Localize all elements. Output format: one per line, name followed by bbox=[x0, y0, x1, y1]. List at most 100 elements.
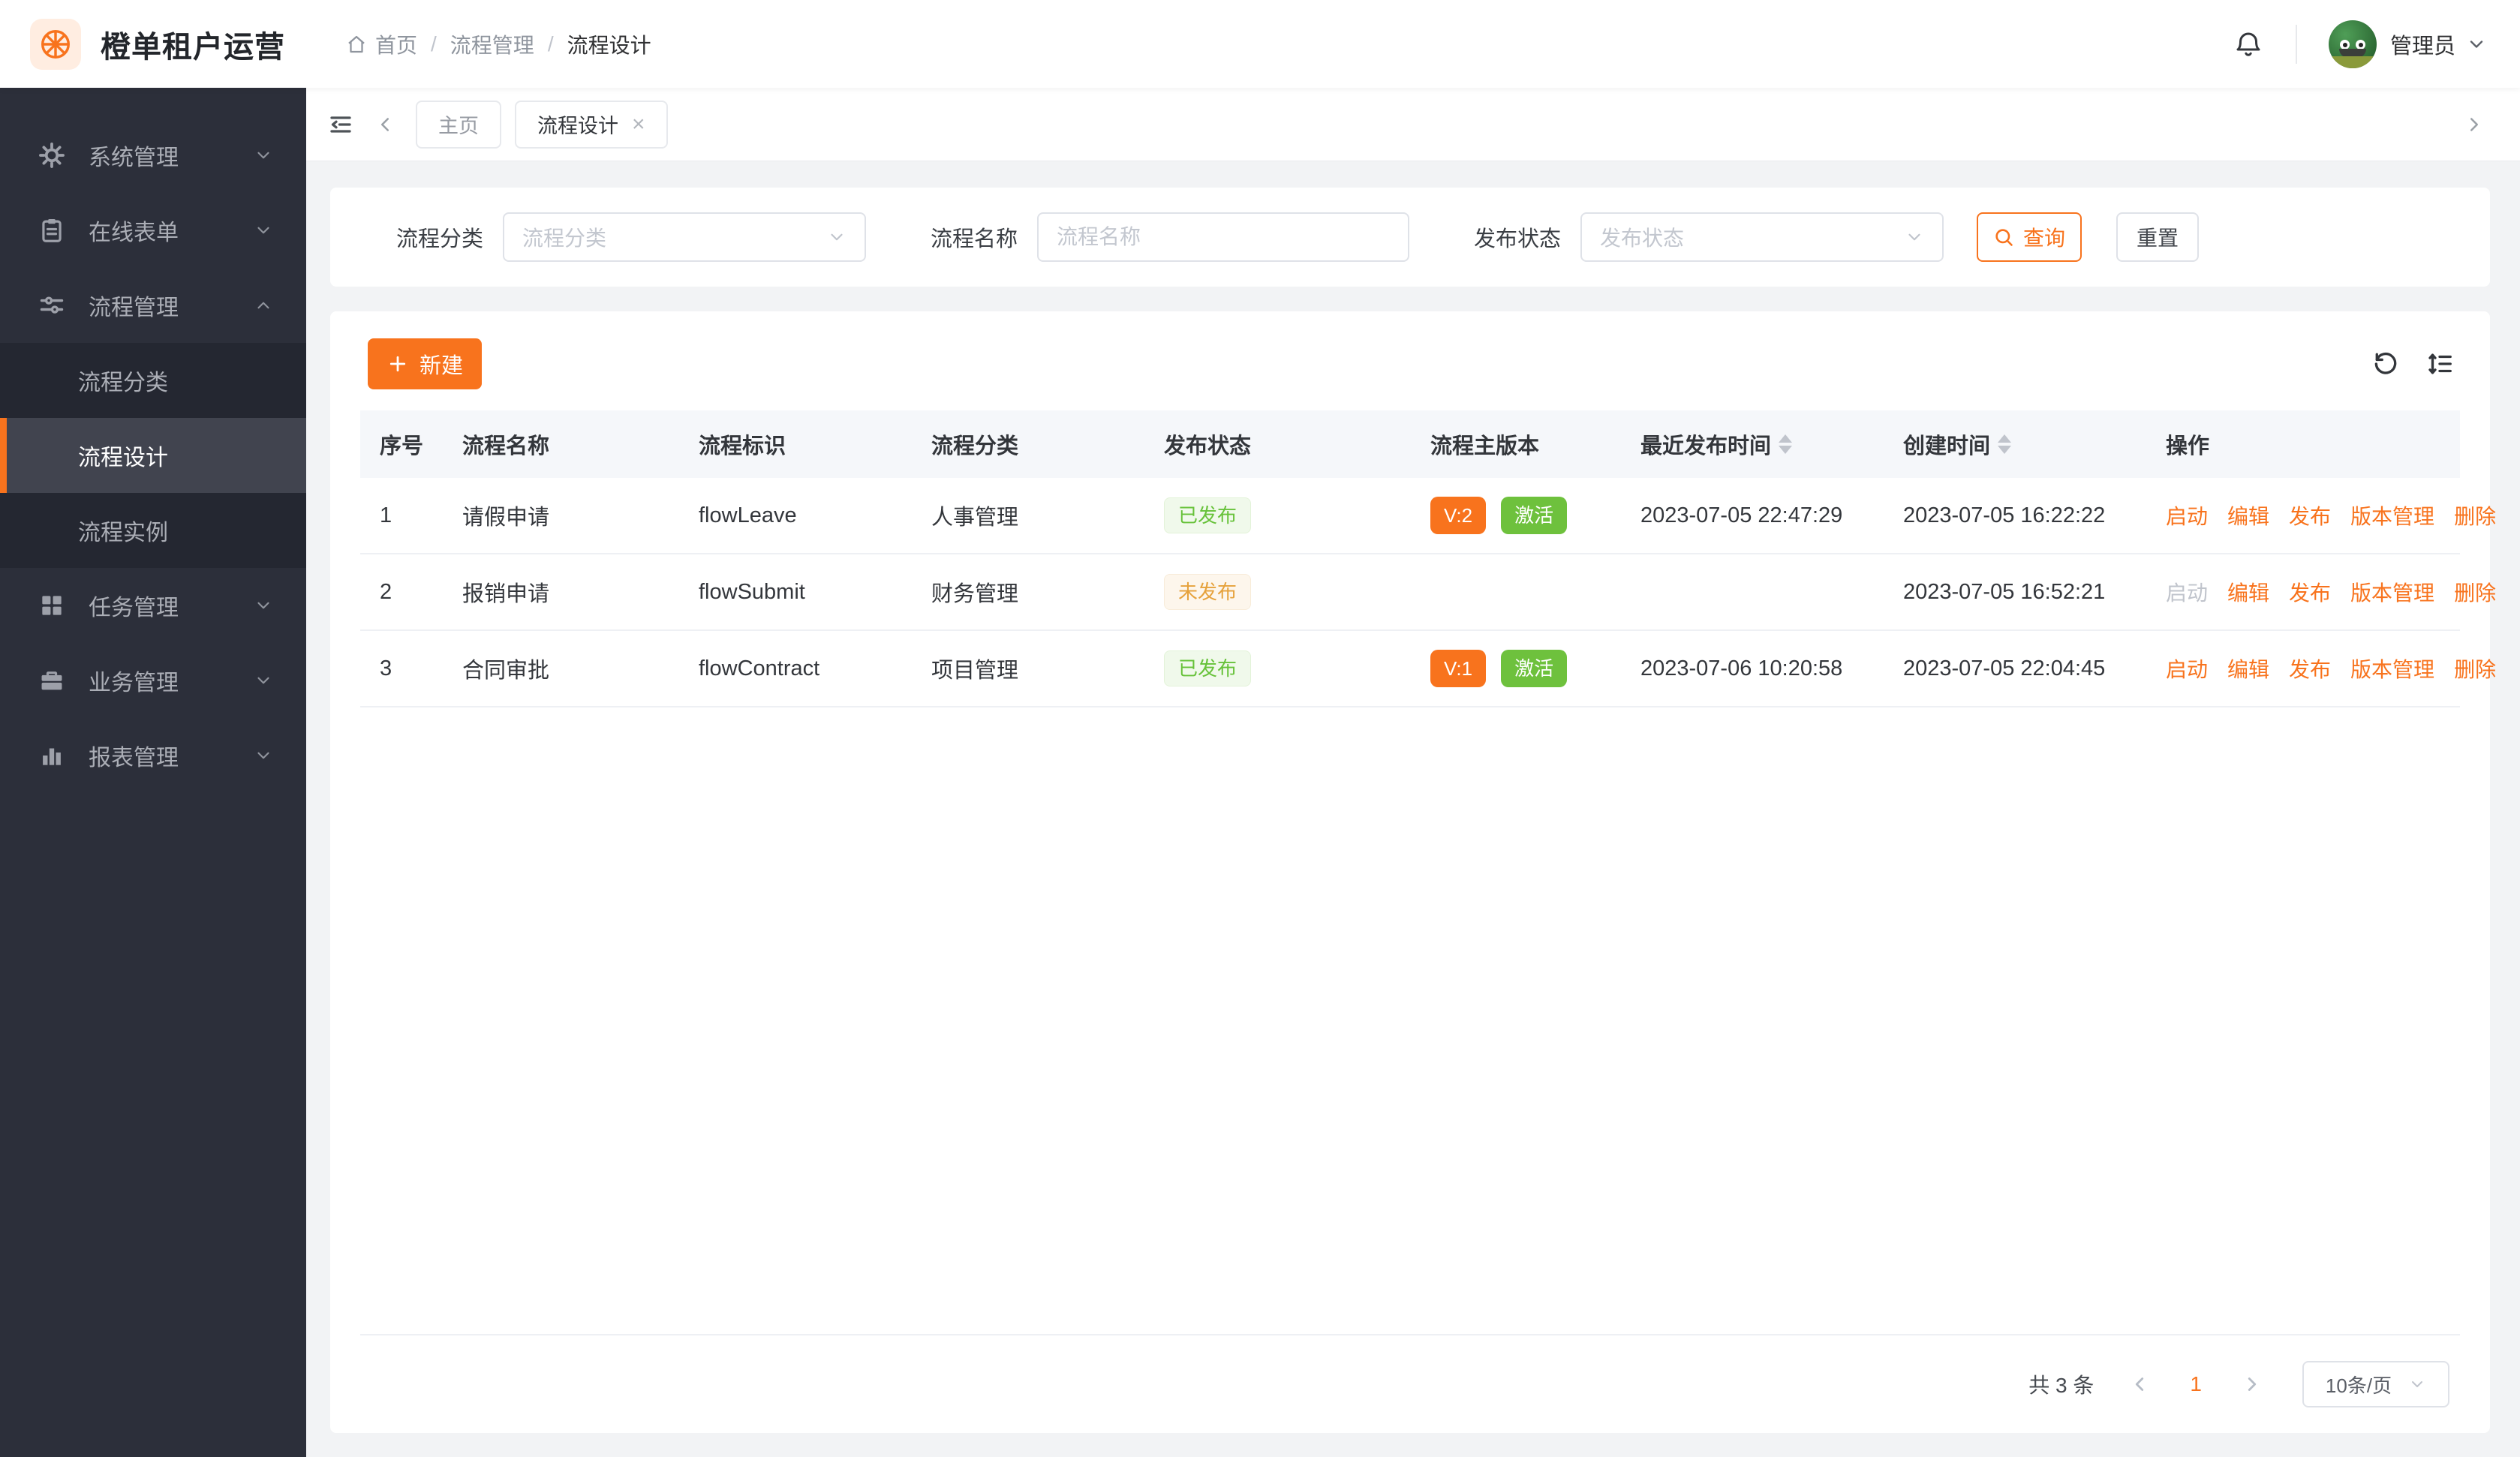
action-4[interactable]: 删除 bbox=[2454, 581, 2497, 605]
filter-category-placeholder: 流程分类 bbox=[522, 227, 607, 250]
sidebar-item-1[interactable]: 在线表单 bbox=[0, 193, 306, 268]
publish-status-badge: 已发布 bbox=[1164, 650, 1252, 686]
cell-publish-status: 已发布 bbox=[1144, 497, 1411, 533]
collapse-menu-icon[interactable] bbox=[327, 111, 354, 138]
chevron-down-icon bbox=[2408, 1375, 2426, 1393]
sidebar-item-2[interactable]: 流程管理 bbox=[0, 268, 306, 343]
chevron-down-icon bbox=[254, 746, 273, 765]
cell-key: flowLeave bbox=[699, 503, 797, 527]
user-name[interactable]: 管理员 bbox=[2389, 34, 2455, 59]
action-2[interactable]: 发布 bbox=[2289, 658, 2332, 681]
briefcase-icon bbox=[38, 666, 66, 695]
refresh-icon[interactable] bbox=[2371, 350, 2400, 378]
page-size-value: 10条/页 bbox=[2325, 1374, 2392, 1397]
chevron-down-icon bbox=[254, 671, 273, 690]
chart-icon bbox=[38, 741, 66, 770]
sort-caret-icon[interactable] bbox=[1998, 434, 2012, 454]
breadcrumb-item[interactable]: 首页 bbox=[345, 29, 417, 59]
breadcrumb-item[interactable]: 流程管理 bbox=[450, 33, 534, 57]
chevron-down-icon bbox=[1905, 227, 1924, 247]
action-0[interactable]: 启动 bbox=[2166, 581, 2209, 605]
home-icon bbox=[345, 33, 368, 56]
action-3[interactable]: 版本管理 bbox=[2350, 658, 2435, 681]
cell-category: 项目管理 bbox=[931, 659, 1019, 683]
filter-category-select[interactable]: 流程分类 bbox=[503, 212, 867, 262]
create-button-label: 新建 bbox=[419, 354, 463, 378]
column-header: 流程名称 bbox=[462, 434, 550, 458]
top-header: 橙单租户运营 首页 / 流程管理 / 流程设计 管理员 bbox=[0, 0, 2520, 88]
action-2[interactable]: 发布 bbox=[2289, 505, 2332, 528]
tabs-scroll-right-icon[interactable] bbox=[2463, 113, 2485, 136]
action-1[interactable]: 编辑 bbox=[2227, 581, 2270, 605]
cell-name: 请假申请 bbox=[462, 506, 550, 530]
table-row: 3 合同审批 flowContract 项目管理 已发布 V:1 激活 2023-… bbox=[360, 631, 2496, 707]
app-logo bbox=[30, 18, 81, 70]
sidebar-subitem-0[interactable]: 流程分类 bbox=[78, 371, 168, 395]
tab-bar: 主页 流程设计 × bbox=[306, 88, 2520, 161]
action-3[interactable]: 版本管理 bbox=[2350, 505, 2435, 528]
row-density-icon[interactable] bbox=[2425, 350, 2454, 378]
sidebar-item-0[interactable]: 系统管理 bbox=[0, 118, 306, 193]
sort-caret-icon[interactable] bbox=[1779, 434, 1793, 454]
action-2[interactable]: 发布 bbox=[2289, 581, 2332, 605]
cell-key: flowSubmit bbox=[699, 579, 805, 604]
action-4[interactable]: 删除 bbox=[2454, 658, 2497, 681]
table-tools bbox=[2371, 350, 2454, 378]
column-header[interactable]: 最近发布时间 bbox=[1621, 428, 1884, 460]
action-0[interactable]: 启动 bbox=[2166, 505, 2209, 528]
plus-icon bbox=[386, 353, 409, 375]
page-number[interactable]: 1 bbox=[2190, 1372, 2202, 1395]
form-icon bbox=[38, 216, 66, 245]
version-badge: V:2 bbox=[1430, 497, 1487, 534]
tab-0[interactable]: 主页 bbox=[416, 100, 501, 149]
action-3[interactable]: 版本管理 bbox=[2350, 581, 2435, 605]
action-0[interactable]: 启动 bbox=[2166, 658, 2209, 681]
page-prev-icon[interactable] bbox=[2128, 1373, 2151, 1395]
cell-actions: 启动 编辑 发布 版本管理 删除 bbox=[2146, 653, 2496, 683]
sidebar-item-4[interactable]: 业务管理 bbox=[0, 643, 306, 718]
table-row: 1 请假申请 flowLeave 人事管理 已发布 V:2 激活 2023-07-… bbox=[360, 478, 2496, 554]
column-header[interactable]: 创建时间 bbox=[1884, 428, 2146, 460]
sidebar-subitem-2[interactable]: 流程实例 bbox=[78, 521, 168, 545]
search-icon bbox=[1993, 227, 2014, 248]
topbar-right: 管理员 bbox=[2233, 20, 2487, 68]
tabs-scroll-left-icon[interactable] bbox=[374, 113, 396, 136]
pagination: 共 3 条 1 10条/页 bbox=[360, 1335, 2460, 1433]
cell-index: 1 bbox=[380, 503, 392, 527]
page-next-icon[interactable] bbox=[2241, 1373, 2263, 1395]
chevron-down-icon[interactable] bbox=[2466, 34, 2487, 55]
bell-icon[interactable] bbox=[2233, 29, 2264, 60]
cell-name: 报销申请 bbox=[462, 582, 550, 606]
action-1[interactable]: 编辑 bbox=[2227, 658, 2270, 681]
filter-name-label: 流程名称 bbox=[931, 227, 1018, 251]
active-badge: 激活 bbox=[1501, 650, 1568, 687]
sidebar-item-3[interactable]: 任务管理 bbox=[0, 568, 306, 643]
column-header: 流程主版本 bbox=[1430, 434, 1540, 458]
column-header: 操作 bbox=[2166, 434, 2210, 458]
sidebar-item-5[interactable]: 报表管理 bbox=[0, 718, 306, 793]
chevron-down-icon bbox=[827, 227, 847, 247]
filter-status-select[interactable]: 发布状态 bbox=[1580, 212, 1944, 262]
column-header: 发布状态 bbox=[1164, 434, 1252, 458]
page-size-select[interactable]: 10条/页 bbox=[2302, 1361, 2449, 1407]
reset-button[interactable]: 重置 bbox=[2116, 212, 2200, 262]
tab-1[interactable]: 流程设计 × bbox=[515, 100, 668, 149]
filter-status-label: 发布状态 bbox=[1474, 227, 1562, 251]
chevron-up-icon bbox=[254, 296, 273, 315]
create-button[interactable]: 新建 bbox=[368, 338, 482, 389]
action-1[interactable]: 编辑 bbox=[2227, 505, 2270, 528]
filter-name-input[interactable] bbox=[1057, 225, 1391, 249]
close-icon[interactable]: × bbox=[632, 111, 645, 137]
action-4[interactable]: 删除 bbox=[2454, 505, 2497, 528]
header-divider bbox=[2295, 24, 2297, 64]
column-header: 流程标识 bbox=[699, 434, 786, 458]
filter-name-input-wrap bbox=[1037, 212, 1410, 262]
sidebar-subitem-1[interactable]: 流程设计 bbox=[0, 418, 306, 493]
breadcrumb-item[interactable]: 流程设计 bbox=[567, 33, 651, 57]
table-empty-area bbox=[360, 707, 2460, 1335]
query-button[interactable]: 查询 bbox=[1977, 212, 2082, 262]
query-button-label: 查询 bbox=[2023, 227, 2066, 250]
filter-status-placeholder: 发布状态 bbox=[1600, 227, 1685, 250]
avatar[interactable] bbox=[2328, 20, 2377, 68]
page-content: 流程分类 流程分类 流程名称 发布状态 发布状态 bbox=[306, 161, 2520, 1457]
